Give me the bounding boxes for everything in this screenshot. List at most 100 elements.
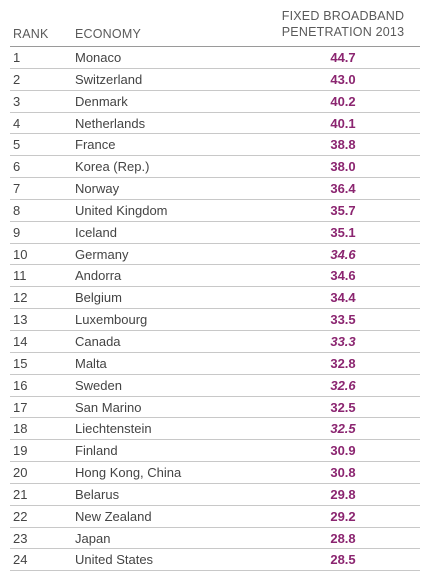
penetration-value-cell: 28.8: [330, 530, 356, 546]
table-row: 8 United Kingdom 35.7: [10, 200, 420, 222]
rank-cell: 23: [13, 530, 28, 546]
table-row: 12 Belgium 34.4: [10, 287, 420, 310]
table-row: 16 Sweden 32.6: [10, 375, 420, 397]
penetration-value-cell: 35.7: [330, 202, 356, 218]
rank-cell: 13: [13, 312, 28, 328]
penetration-value-cell: 34.4: [330, 290, 356, 306]
table-row: 14 Canada 33.3: [10, 331, 420, 353]
broadband-ranking-table: RANK ECONOMY FIXED BROADBAND PENETRATION…: [10, 6, 420, 572]
table-row: 5 France 38.8: [10, 134, 420, 157]
rank-cell: 10: [13, 246, 28, 262]
table-row: 21 Belarus 29.8: [10, 484, 420, 506]
economy-cell: Germany: [75, 246, 129, 262]
rank-cell: 24: [13, 552, 28, 568]
table-row: 22 New Zealand 29.2: [10, 506, 420, 528]
economy-cell: Monaco: [75, 50, 122, 65]
rank-cell: 5: [13, 137, 21, 153]
economy-cell: Netherlands: [75, 115, 146, 131]
rank-cell: 9: [13, 224, 21, 240]
penetration-value-cell: 33.3: [330, 333, 356, 349]
table-row: 19 Finland 30.9: [10, 440, 420, 463]
penetration-value-cell: 34.6: [330, 268, 356, 284]
penetration-value-cell: 40.1: [330, 115, 356, 131]
table-row: 9 Iceland 35.1: [10, 222, 420, 244]
economy-cell: San Marino: [75, 399, 142, 415]
penetration-value-cell: 43.0: [330, 71, 356, 87]
economy-cell: Malta: [75, 355, 107, 371]
penetration-value-cell: 32.5: [330, 421, 356, 437]
economy-cell: New Zealand: [75, 508, 152, 524]
penetration-value-cell: 36.4: [330, 181, 356, 197]
economy-cell: Belgium: [75, 290, 122, 306]
table-row: 11 Andorra 34.6: [10, 265, 420, 288]
rank-cell: 17: [13, 399, 28, 415]
rank-cell: 14: [13, 333, 28, 349]
penetration-value-cell: 33.5: [330, 312, 356, 328]
penetration-value-cell: 32.6: [330, 377, 356, 393]
economy-cell: United States: [75, 552, 154, 568]
penetration-value-cell: 34.6: [330, 246, 356, 262]
rank-cell: 12: [13, 290, 28, 306]
table-row: 24 United States 28.5: [10, 549, 420, 572]
table-row: 3 Denmark 40.2: [10, 91, 420, 113]
table-row: 20 Hong Kong, China 30.8: [10, 462, 420, 484]
table-row: 6 Korea (Rep.) 38.0: [10, 156, 420, 179]
rank-cell: 7: [13, 181, 21, 197]
column-header-penetration-line2: PENETRATION 2013: [281, 25, 405, 39]
economy-cell: Norway: [75, 181, 120, 197]
economy-cell: Iceland: [75, 224, 117, 240]
economy-cell: France: [75, 137, 116, 153]
economy-cell: Belarus: [75, 486, 120, 502]
economy-cell: Hong Kong, China: [75, 465, 182, 481]
economy-cell: Finland: [75, 443, 118, 459]
table-row: 18 Liechtenstein 32.5: [10, 418, 420, 441]
table-row: 23 Japan 28.8: [10, 528, 420, 550]
economy-cell: Andorra: [75, 268, 122, 284]
rank-cell: 8: [13, 202, 21, 218]
column-header-rank: RANK: [13, 27, 49, 41]
column-header-penetration: FIXED BROADBAND PENETRATION 2013: [268, 8, 418, 40]
economy-cell: Japan: [75, 530, 111, 546]
penetration-value-cell: 38.8: [330, 137, 356, 153]
rank-cell: 1: [13, 50, 21, 65]
penetration-value-cell: 29.8: [330, 486, 356, 502]
table-row: 1 Monaco 44.7: [10, 47, 420, 69]
penetration-value-cell: 30.9: [330, 443, 356, 459]
economy-cell: Korea (Rep.): [75, 159, 150, 175]
economy-cell: Denmark: [75, 93, 128, 109]
penetration-value-cell: 44.7: [330, 50, 356, 65]
economy-cell: Luxembourg: [75, 312, 148, 328]
rank-cell: 22: [13, 508, 28, 524]
rank-cell: 18: [13, 421, 28, 437]
table-row: 10 Germany 34.6: [10, 244, 420, 266]
column-header-penetration-line1: FIXED BROADBAND: [281, 9, 405, 23]
economy-cell: Switzerland: [75, 71, 143, 87]
economy-cell: Canada: [75, 333, 121, 349]
rank-cell: 11: [13, 268, 27, 284]
rank-cell: 19: [13, 443, 28, 459]
rank-cell: 15: [13, 355, 28, 371]
table-row: 13 Luxembourg 33.5: [10, 309, 420, 331]
table-row: 7 Norway 36.4: [10, 178, 420, 200]
rank-cell: 21: [13, 486, 28, 502]
economy-cell: Liechtenstein: [75, 421, 152, 437]
rank-cell: 2: [13, 71, 21, 87]
table-row: 15 Malta 32.8: [10, 353, 420, 375]
table-row: 4 Netherlands 40.1: [10, 113, 420, 135]
penetration-value-cell: 35.1: [330, 224, 356, 240]
table-body: 1 Monaco 44.7 2 Switzerland 43.0 3 Denmark 40.2 4…: [10, 47, 420, 572]
table-row: 17 San Marino 32.5: [10, 397, 420, 419]
rank-cell: 6: [13, 159, 21, 175]
column-header-economy: ECONOMY: [75, 27, 141, 41]
rank-cell: 4: [13, 115, 21, 131]
economy-cell: Sweden: [75, 377, 122, 393]
table-header: RANK ECONOMY FIXED BROADBAND PENETRATION…: [10, 6, 420, 47]
penetration-value-cell: 32.5: [330, 399, 356, 415]
penetration-value-cell: 32.8: [330, 355, 356, 371]
economy-cell: United Kingdom: [75, 202, 168, 218]
penetration-value-cell: 38.0: [330, 159, 356, 175]
rank-cell: 16: [13, 377, 28, 393]
penetration-value-cell: 30.8: [330, 465, 356, 481]
table-row: 2 Switzerland 43.0: [10, 69, 420, 91]
penetration-value-cell: 29.2: [330, 508, 356, 524]
